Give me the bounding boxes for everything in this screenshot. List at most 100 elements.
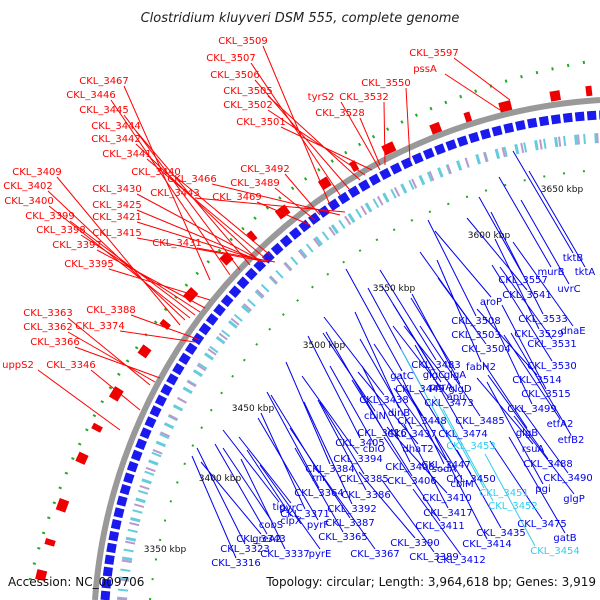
gene-label-reverse: CKL_3475 xyxy=(517,519,567,530)
gene-label-reverse: tktB xyxy=(563,253,584,264)
leader-line xyxy=(108,268,211,301)
leader-line xyxy=(214,443,268,535)
gene-label-forward: CKL_3415 xyxy=(92,228,142,239)
gene-label-forward: CKL_3388 xyxy=(86,305,136,316)
gene-label-reverse: gatC xyxy=(390,371,413,382)
leader-line xyxy=(489,440,543,520)
gene-label-reverse: rnr xyxy=(312,473,327,484)
leader-line xyxy=(196,247,276,263)
gene-label-reverse: CKL_3474 xyxy=(438,429,488,440)
gene-label-reverse: CKL_3392 xyxy=(327,504,377,515)
gene-label-reverse: fabH2 xyxy=(466,362,496,373)
leader-line xyxy=(238,436,292,504)
gene-label-reverse: CKL_3448 xyxy=(397,416,447,427)
gene-label-reverse: gatB xyxy=(553,533,576,544)
gene-label-reverse: dinB xyxy=(388,408,410,419)
leader-line xyxy=(135,143,261,263)
reverse-strand xyxy=(100,110,600,600)
leader-line xyxy=(136,221,266,263)
leader-line xyxy=(136,237,269,263)
leader-line xyxy=(319,401,365,475)
leader-line xyxy=(222,429,280,503)
leader-line xyxy=(484,453,536,547)
leader-line xyxy=(318,470,376,550)
leader-line xyxy=(478,196,524,276)
leader-line xyxy=(130,314,201,341)
gene-label-reverse: CKL_3529 xyxy=(514,329,564,340)
leader-line xyxy=(307,335,361,439)
gene-label-forward: CKL_3400 xyxy=(4,196,54,207)
cog-band-2 xyxy=(117,133,600,600)
leader-line xyxy=(74,346,161,379)
genome-title: Clostridium kluyveri DSM 555, complete g… xyxy=(141,11,460,26)
leader-line xyxy=(259,464,321,550)
gene-label-forward: CKL_3444 xyxy=(91,121,141,132)
leader-line xyxy=(67,317,151,386)
leader-line xyxy=(90,369,141,411)
leader-line xyxy=(456,449,502,529)
gene-label-highlight: CKL_3451 xyxy=(479,488,529,499)
kbp-tick-label: 3350 kbp xyxy=(144,545,187,555)
gene-label-reverse: murB xyxy=(537,267,564,278)
gene-label-forward: CKL_3528 xyxy=(315,108,365,119)
gene-label-reverse: CKL_3410 xyxy=(422,493,472,504)
gene-label-reverse: CKL_3503 xyxy=(451,330,501,341)
leader-line xyxy=(510,332,572,436)
gene-label-reverse: glgD xyxy=(448,384,471,395)
gene-label-reverse: clpX xyxy=(280,516,302,527)
leader-line xyxy=(267,95,361,181)
gene-label-forward: CKL_3399 xyxy=(25,211,75,222)
leader-line xyxy=(359,338,413,430)
leader-line xyxy=(501,304,547,390)
gene-label-forward: CKL_3446 xyxy=(66,90,116,101)
leader-line xyxy=(528,170,586,268)
leader-line xyxy=(37,369,121,431)
leader-line xyxy=(491,264,553,362)
leader-line xyxy=(437,277,487,345)
gene-label-forward: CKL_3505 xyxy=(223,86,273,97)
leader-line xyxy=(487,374,549,460)
gene-label-reverse: cbiN xyxy=(364,411,386,422)
gene-label-forward: CKL_3502 xyxy=(223,100,273,111)
leader-line xyxy=(175,176,271,256)
kbp-ticks: 3350 kbp 3400 kbp 3450 kbp 3500 kbp 3550 kbp… xyxy=(144,185,584,555)
leader-line xyxy=(512,150,574,254)
gene-label-reverse: CKL_3490 xyxy=(543,473,593,484)
leader-line xyxy=(442,408,494,502)
gene-label-reverse: CKL_3412 xyxy=(436,555,486,566)
gene-label-forward: CKL_3402 xyxy=(3,181,53,192)
gene-label-reverse: CKL_3411 xyxy=(415,521,465,532)
leader-line xyxy=(246,449,292,517)
leader-line xyxy=(419,325,481,417)
gene-label-forward: CKL_3509 xyxy=(218,36,268,47)
gene-label-reverse: CKL_3408 xyxy=(385,462,435,473)
leader-line xyxy=(427,219,477,317)
gene-label-forward: tyrS2 xyxy=(308,92,335,103)
leader-line xyxy=(393,387,447,461)
accession-text: Accession: NC_009706 xyxy=(8,575,144,589)
gene-label-forward: CKL_3374 xyxy=(75,321,125,332)
gene-label-reverse: apu xyxy=(447,392,466,403)
leader-line xyxy=(96,249,206,309)
leader-line xyxy=(513,415,575,495)
gene-label-forward: CKL_3492 xyxy=(240,164,290,175)
gene-label-forward: CKL_3395 xyxy=(64,259,114,270)
leader-line xyxy=(483,301,533,405)
leader-line xyxy=(414,344,464,430)
leader-line xyxy=(345,268,403,372)
gene-label-reverse: CKL_3414 xyxy=(462,539,512,550)
leader-line xyxy=(373,343,423,417)
gene-label-highlight: CKL_3454 xyxy=(530,546,580,557)
leader-line xyxy=(453,57,511,101)
gene-label-reverse: pcrA xyxy=(430,382,453,393)
leader-line xyxy=(240,458,286,550)
gene-label-reverse: CKL_3384 xyxy=(305,464,355,475)
leader-line xyxy=(411,293,461,385)
leader-line xyxy=(325,331,383,429)
gene-label-reverse: CKL_3386 xyxy=(341,490,391,501)
forward-label-leaders xyxy=(37,45,511,431)
leader-line xyxy=(383,101,386,166)
gene-label-reverse: CKL_3417 xyxy=(423,508,473,519)
gene-label-forward: CKL_3431 xyxy=(152,238,202,249)
